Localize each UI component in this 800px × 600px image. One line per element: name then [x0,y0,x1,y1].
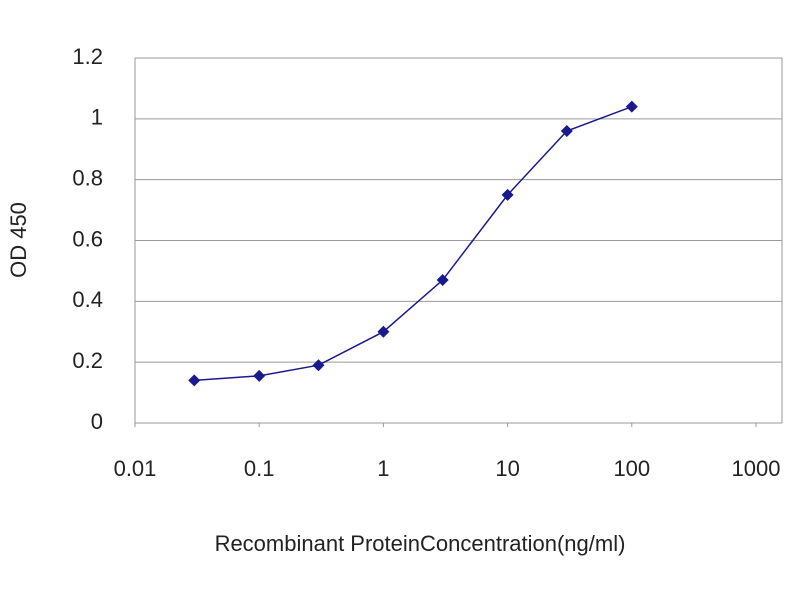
x-tick-label: 100 [613,456,650,481]
y-tick-label: 0.8 [72,165,103,190]
y-tick-label: 0.6 [72,226,103,251]
y-tick-label: 1 [91,105,103,130]
data-point [560,125,573,137]
data-point [312,359,325,372]
x-tick-label: 0.1 [244,456,275,481]
x-axis-title: Recombinant ProteinConcentration(ng/ml) [215,531,626,556]
x-tick-label: 1 [377,456,389,481]
y-tick-label: 0 [91,409,103,434]
y-tick-label: 1.2 [72,44,103,69]
data-point [377,325,390,338]
x-tick-label: 10 [495,456,519,481]
data-point [625,100,638,113]
data-point [188,374,201,387]
x-tick-label: 0.01 [114,456,157,481]
y-tick-label: 0.4 [72,287,103,312]
data-point [436,274,449,287]
x-tick-label: 1000 [732,456,781,481]
y-axis-title: OD 450 [6,202,31,278]
series-line [194,105,633,382]
y-tick-label: 0.2 [72,348,103,373]
data-point [253,369,266,382]
data-point [501,188,514,201]
